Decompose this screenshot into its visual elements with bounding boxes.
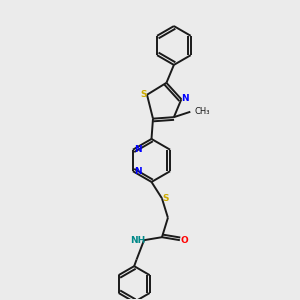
Text: O: O: [181, 236, 188, 245]
Text: N: N: [182, 94, 189, 103]
Text: CH₃: CH₃: [194, 107, 210, 116]
Text: NH: NH: [130, 236, 145, 245]
Text: N: N: [134, 145, 142, 154]
Text: S: S: [140, 90, 146, 99]
Text: N: N: [134, 167, 142, 176]
Text: S: S: [163, 194, 169, 203]
